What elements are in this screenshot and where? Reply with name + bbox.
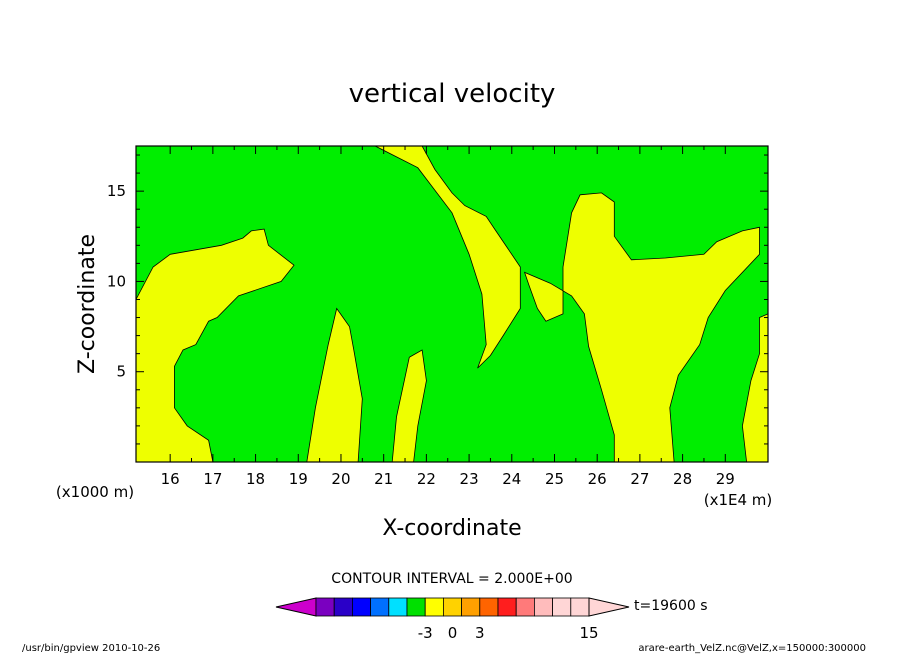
x-tick-label: 25	[545, 470, 564, 488]
colorbar-label: 3	[475, 624, 485, 642]
positive-region-right-main	[523, 192, 760, 463]
x-tick-label: 27	[630, 470, 649, 488]
x-tick-label: 28	[673, 470, 692, 488]
x-tick-label: 21	[374, 470, 393, 488]
colorbar-left-arrow	[275, 597, 317, 617]
axis-ticks: 16 17 18 19 20 21 22 23 24 25 26 27 28 29 5 10 15	[107, 146, 768, 488]
colorbar-segment	[406, 597, 426, 617]
x-tick-label: 20	[331, 470, 350, 488]
contour-interval-label: CONTOUR INTERVAL = 2.000E+00	[331, 571, 572, 587]
y-tick-label: 5	[116, 363, 126, 381]
positive-region-center-band	[306, 307, 363, 463]
colorbar-segment	[424, 597, 444, 617]
colorbar-segment	[315, 597, 335, 617]
chart-title: vertical velocity	[349, 79, 556, 109]
plot-area	[135, 145, 769, 463]
colorbar-segment	[442, 597, 462, 617]
z-unit-label: (x1000 m)	[56, 483, 134, 501]
colorbar-segment	[479, 597, 499, 617]
x-axis-title: X-coordinate	[382, 516, 521, 541]
x-tick-label: 22	[417, 470, 436, 488]
y-tick-label: 10	[107, 272, 126, 290]
plot-frame	[135, 145, 769, 463]
colorbar-label: 0	[448, 624, 458, 642]
footer-right: arare-earth_VelZ.nc@VelZ,x=150000:300000	[638, 643, 866, 654]
colorbar-segment	[570, 597, 590, 617]
y-tick-label: 15	[107, 182, 126, 200]
colorbar-segment	[497, 597, 517, 617]
colorbar: -3 0 3 15	[275, 597, 630, 642]
colorbar-segment	[461, 597, 481, 617]
x-tick-label: 16	[161, 470, 180, 488]
colorbar-label: -3	[418, 624, 433, 642]
y-axis-title: Z-coordinate	[75, 234, 100, 374]
colorbar-right-arrow	[588, 597, 630, 617]
positive-region-center-band-2	[391, 349, 427, 463]
x-tick-label: 23	[460, 470, 479, 488]
x-tick-label: 26	[588, 470, 607, 488]
colorbar-segment	[333, 597, 353, 617]
positive-region-upper-middle	[374, 145, 521, 369]
x-tick-label: 19	[289, 470, 308, 488]
colorbar-label: 15	[579, 624, 598, 642]
colorbar-segment	[552, 597, 572, 617]
x-tick-label: 17	[203, 470, 222, 488]
colorbar-segment	[388, 597, 408, 617]
x-tick-label: 24	[502, 470, 521, 488]
colorbar-segment	[370, 597, 390, 617]
colorbar-segment	[351, 597, 371, 617]
time-label: t=19600 s	[634, 598, 708, 614]
x-tick-label: 18	[246, 470, 265, 488]
x-unit-label: (x1E4 m)	[704, 491, 773, 509]
colorbar-segment	[534, 597, 554, 617]
colorbar-segment	[515, 597, 535, 617]
footer-left: /usr/bin/gpview 2010-10-26	[22, 643, 160, 654]
positive-region-left-low	[135, 228, 295, 463]
x-tick-label: 29	[716, 470, 735, 488]
